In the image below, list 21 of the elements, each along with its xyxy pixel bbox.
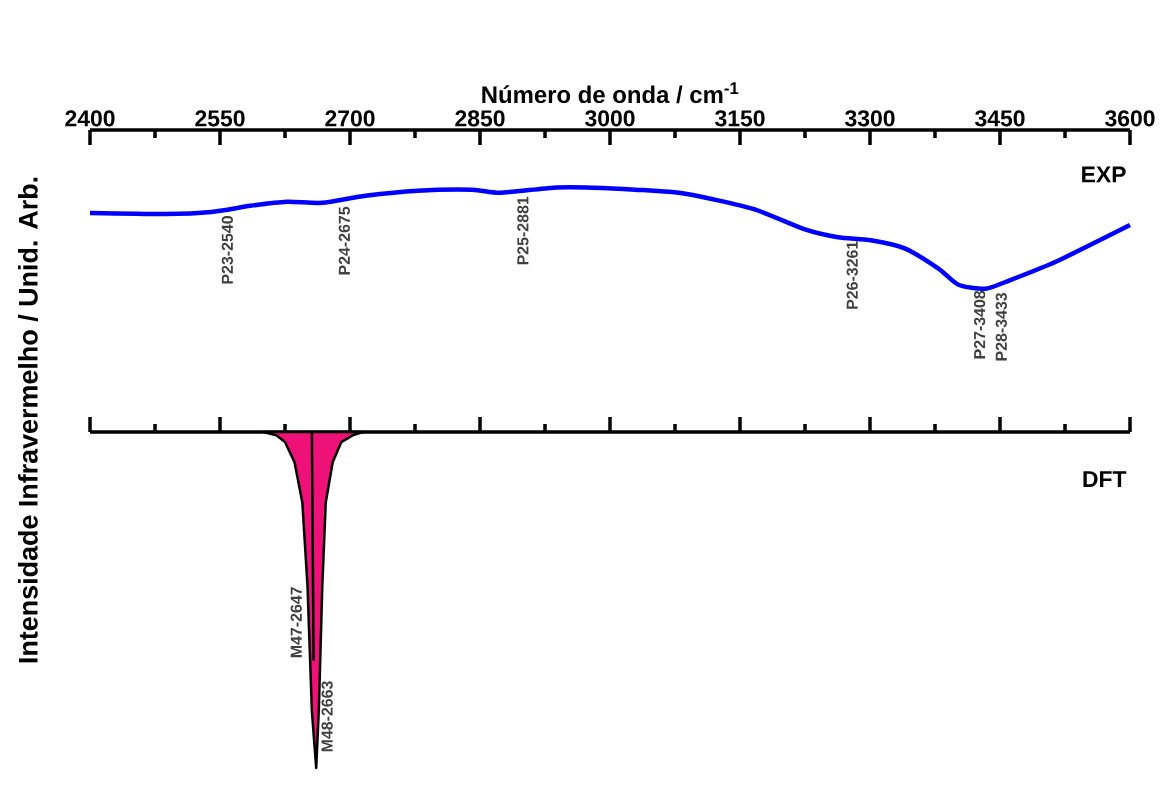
x-tick-label: 3150 <box>715 110 765 127</box>
annotation: M47-2647 <box>290 587 302 658</box>
text: DFT <box>1083 471 1127 487</box>
x-tick-label: 2400 <box>65 110 115 127</box>
annotation: P23-2540 <box>221 216 233 284</box>
annotation: M48-2663 <box>321 681 333 752</box>
annotation: P26-3261 <box>846 241 858 309</box>
x-tick-label: 2700 <box>325 110 375 127</box>
x-tick-label: 3450 <box>975 110 1025 127</box>
annotation: P25-2881 <box>517 196 529 265</box>
y-axis-title: Intensidade Infravermelho / Unid. Arb. <box>17 177 39 663</box>
x-tick-label: 3000 <box>585 110 635 127</box>
x-axis-title: Número de onda / cm$^{-1}$ <box>482 82 739 104</box>
x-tick-label: 3300 <box>845 110 895 127</box>
x-tick-label: 3600 <box>1105 110 1155 127</box>
annotation: P28-3433 <box>995 292 1007 361</box>
x-tick-label: 2550 <box>195 110 245 127</box>
annotation: P24-2675 <box>338 206 350 275</box>
series-label: EXP <box>1082 166 1126 183</box>
annotation: P27-3408 <box>973 290 986 359</box>
x-tick-label: 2850 <box>455 110 505 127</box>
